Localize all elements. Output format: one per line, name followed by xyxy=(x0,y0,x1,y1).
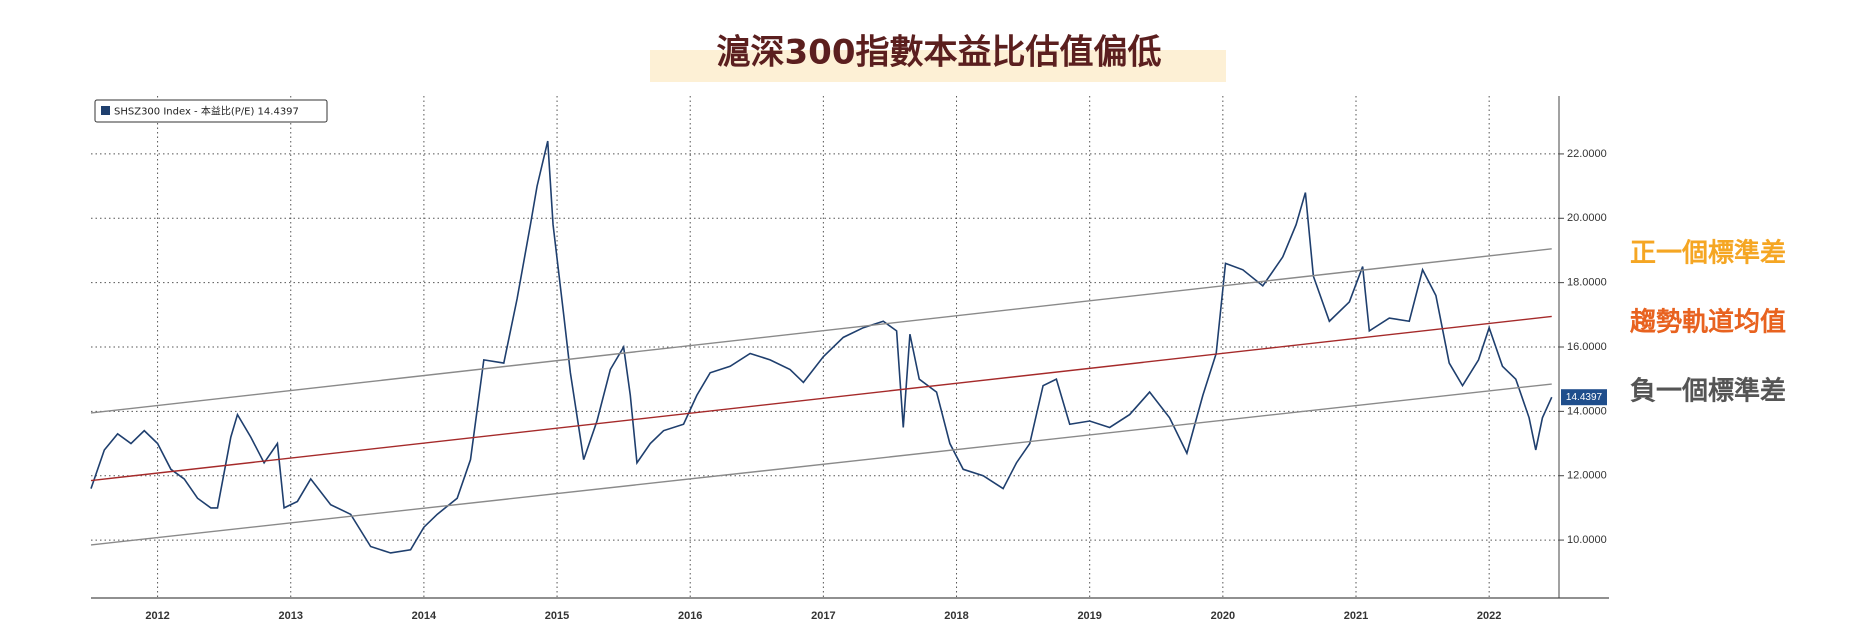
x-tick-label: 2017 xyxy=(811,610,835,622)
y-tick-label: 14.0000 xyxy=(1567,405,1607,417)
trend-line xyxy=(90,315,1552,482)
x-tick-label: 2012 xyxy=(145,610,169,622)
chart-title: 滬深300指數本益比估值偏低 xyxy=(717,33,1162,73)
x-tick-label: 2019 xyxy=(1077,610,1101,622)
y-tick-label: 22.0000 xyxy=(1567,148,1607,160)
legend-value: 14.4397 xyxy=(258,107,299,118)
title-highlight xyxy=(650,50,1226,82)
x-tick-label: 2013 xyxy=(278,610,302,622)
x-tick-label: 2018 xyxy=(944,610,968,622)
trend-line xyxy=(90,248,1552,414)
legend-swatch xyxy=(101,106,110,115)
x-tick-label: 2021 xyxy=(1344,610,1368,622)
trend-label: 趨勢軌道均值 xyxy=(1629,307,1786,338)
y-tick-label: 10.0000 xyxy=(1567,534,1607,546)
y-tick-label: 12.0000 xyxy=(1567,470,1607,482)
x-tick-label: 2016 xyxy=(678,610,702,622)
trend-line xyxy=(90,383,1552,546)
last-value-box xyxy=(1561,389,1607,406)
y-tick-label: 18.0000 xyxy=(1567,277,1607,289)
y-tick-label: 20.0000 xyxy=(1567,212,1607,224)
legend-name: SHSZ300 Index - 本益比(P/E) xyxy=(114,105,254,118)
trend-label: 正一個標準差 xyxy=(1630,238,1786,269)
legend-box xyxy=(94,99,328,123)
y-tick-label: 16.0000 xyxy=(1567,341,1607,353)
x-tick-label: 2020 xyxy=(1211,610,1235,622)
pe-line xyxy=(90,140,1553,554)
last-value-label: 14.4397 xyxy=(1566,392,1603,403)
x-tick-label: 2014 xyxy=(412,610,437,622)
x-tick-label: 2022 xyxy=(1477,610,1501,622)
legend-label: SHSZ300 Index - 本益比(P/E) 14.4397 xyxy=(114,105,299,118)
trend-label: 負一個標準差 xyxy=(1630,376,1786,407)
x-tick-label: 2015 xyxy=(545,610,569,622)
